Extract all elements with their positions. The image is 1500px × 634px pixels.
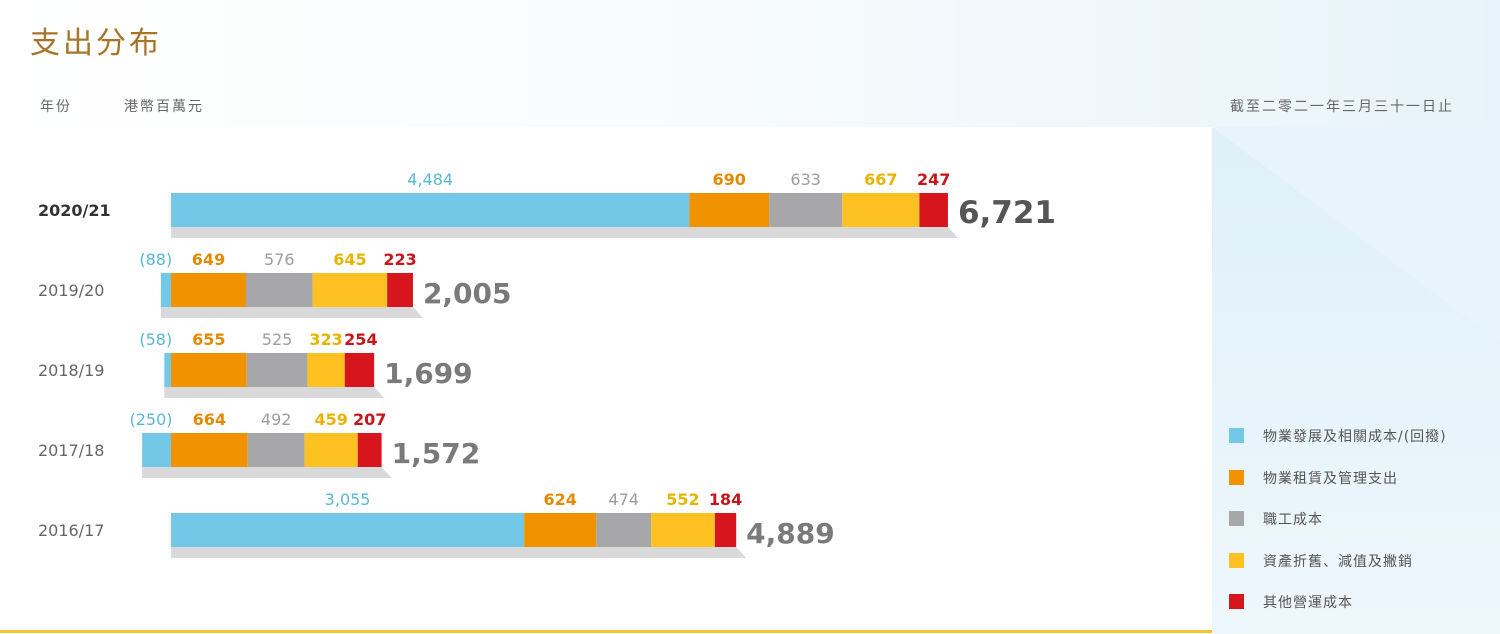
value-label-2016-17-s5: 184 [709,490,742,509]
legend-label: 資產折舊、減值及撇銷 [1263,553,1413,570]
value-label-2017-18-s1: (250) [129,410,172,429]
legend-item-s2: 物業租賃及管理支出 [1229,468,1447,510]
bar-segment-2020-21-s3 [769,193,843,227]
year-label-2017-18: 2017/18 [38,441,104,460]
period-note: 截至二零二一年三月三十一日止 [1230,99,1454,115]
legend-item-s1: 物業發展及相關成本/(回撥) [1229,426,1447,468]
year-label-2019-20: 2019/20 [38,281,104,300]
legend-label: 職工成本 [1263,512,1323,528]
bar-shadow-2017-18 [142,467,392,478]
value-label-2019-20-s2: 649 [192,250,225,269]
bar-segment-2018-19-s4 [307,353,345,387]
legend-swatch [1229,552,1244,568]
legend-label: 物業發展及相關成本/(回撥) [1263,429,1447,445]
total-label-2016-17: 4,889 [746,517,835,550]
bar-shadow-2020-21 [171,227,958,238]
value-label-2016-17-s4: 552 [666,490,699,509]
bar-segment-2019-20-s2 [171,273,247,307]
year-label-2018-19: 2018/19 [38,361,104,380]
year-column-header: 年份 [40,99,72,115]
value-label-2018-19-s3: 525 [262,330,293,349]
value-label-2018-19-s1: (58) [139,330,172,349]
bar-segment-2016-17-s2 [524,513,597,547]
value-label-2017-18-s5: 207 [353,410,386,429]
unit-label: 港幣百萬元 [124,99,204,115]
bar-segment-2017-18-s3 [247,433,305,467]
bar-shadow-2018-19 [164,387,385,398]
total-label-2020-21: 6,721 [958,195,1056,231]
bottom-accent-line [0,630,1212,633]
value-label-2018-19-s4: 323 [309,330,342,349]
value-label-2017-18-s4: 459 [314,410,347,429]
value-label-2016-17-s2: 624 [544,490,577,509]
chart-legend: 物業發展及相關成本/(回撥) 物業租賃及管理支出 職工成本資產折舊、減值及撇銷 其他營… [1229,426,1447,634]
page-title: 支出分布 [30,26,162,61]
total-label-2018-19: 1,699 [384,357,473,390]
bar-segment-2016-17-s4 [651,513,715,547]
value-label-2016-17-s3: 474 [608,490,639,509]
value-label-2020-21-s5: 247 [917,170,950,189]
bar-segment-2018-19-s2 [171,353,247,387]
bar-segment-2019-20-s5 [387,273,413,307]
bar-segment-2020-21-s5 [919,193,948,227]
bar-shadow-2016-17 [171,547,747,558]
bar-segment-2019-20-s1 [160,273,171,307]
legend-item-s3: 職工成本 [1229,509,1447,551]
bar-segment-2020-21-s2 [689,193,770,227]
value-label-2017-18-s2: 664 [193,410,226,429]
value-label-2019-20-s4: 645 [333,250,366,269]
value-label-2018-19-s5: 254 [344,330,377,349]
value-label-2020-21-s4: 667 [864,170,897,189]
bar-segment-2016-17-s5 [714,513,737,547]
bar-segment-2017-18-s2 [171,433,248,467]
bar-segment-2017-18-s1 [142,433,171,467]
total-label-2019-20: 2,005 [423,277,512,310]
year-label-2020-21: 2020/21 [38,201,111,220]
bar-segment-2020-21-s4 [842,193,920,227]
bar-segment-2017-18-s5 [357,433,382,467]
bar-segment-2019-20-s4 [312,273,388,307]
bar-segment-2018-19-s3 [246,353,308,387]
value-label-2019-20-s5: 223 [383,250,416,269]
legend-label: 物業租賃及管理支出 [1263,470,1398,487]
year-label-2016-17: 2016/17 [38,521,104,540]
bar-segment-2020-21-s1 [171,193,690,227]
bar-segment-2018-19-s5 [344,353,375,387]
value-label-2018-19-s2: 655 [192,330,225,349]
value-label-2020-21-s2: 690 [713,170,746,189]
bar-segment-2017-18-s4 [304,433,358,467]
bar-segment-2016-17-s1 [171,513,525,547]
legend-item-s4: 資產折舊、減值及撇銷 [1229,551,1447,593]
value-label-2016-17-s1: 3,055 [325,490,371,509]
legend-label: 其他營運成本 [1263,595,1353,611]
bar-segment-2016-17-s3 [596,513,652,547]
legend-swatch [1229,511,1244,526]
value-label-2019-20-s1: (88) [139,250,172,269]
legend-item-s5: 其他營運成本 [1229,592,1447,634]
value-label-2020-21-s1: 4,484 [407,170,453,189]
legend-swatch [1229,428,1244,443]
value-label-2019-20-s3: 576 [264,250,295,269]
value-label-2020-21-s3: 633 [790,170,821,189]
bar-segment-2018-19-s1 [164,353,171,387]
bar-shadow-2019-20 [160,307,423,318]
value-label-2017-18-s3: 492 [261,410,292,429]
total-label-2017-18: 1,572 [392,437,481,470]
bar-segment-2019-20-s3 [246,273,313,307]
legend-swatch [1229,469,1244,485]
legend-swatch [1229,594,1244,609]
